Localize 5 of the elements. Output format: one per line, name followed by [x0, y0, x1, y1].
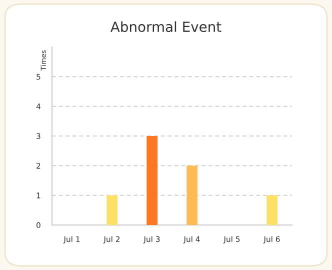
bar — [186, 166, 198, 225]
bar — [266, 195, 278, 225]
chart-title: Abnormal Event — [110, 21, 222, 32]
bar — [146, 136, 158, 225]
bar — [106, 195, 118, 225]
